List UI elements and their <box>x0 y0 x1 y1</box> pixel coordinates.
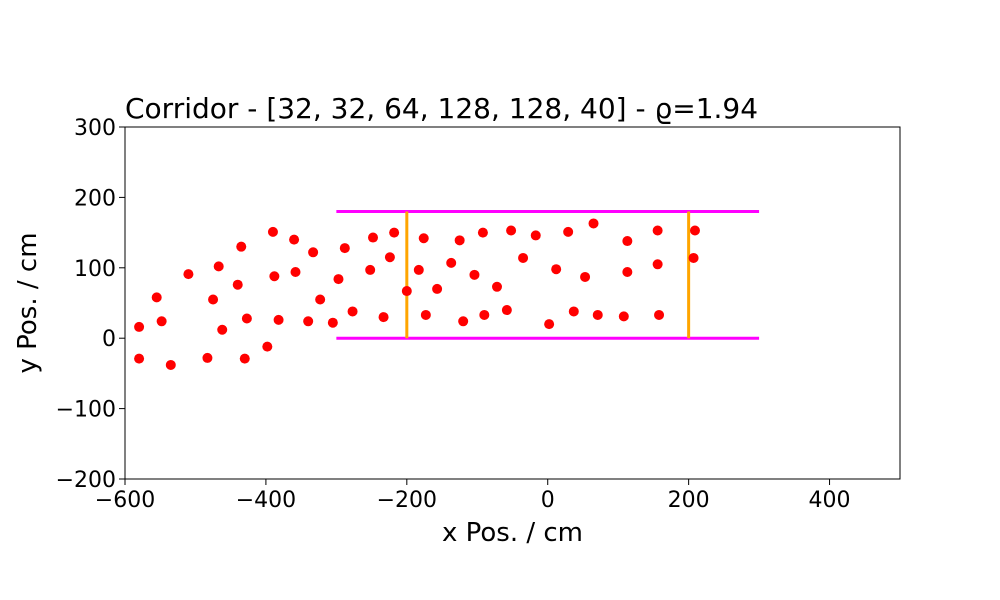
data-point <box>217 325 227 335</box>
data-point <box>389 228 399 238</box>
data-point <box>502 305 512 315</box>
x-tick-label: −400 <box>236 488 296 513</box>
x-tick-label: −200 <box>377 488 437 513</box>
data-point <box>315 294 325 304</box>
data-point <box>654 310 664 320</box>
data-point <box>233 280 243 290</box>
data-point <box>152 292 162 302</box>
data-point <box>269 271 279 281</box>
data-point <box>202 353 212 363</box>
data-point <box>446 258 456 268</box>
data-point <box>166 360 176 370</box>
data-point <box>365 265 375 275</box>
data-point <box>689 253 699 263</box>
y-tick-label: −200 <box>56 468 116 493</box>
y-tick-label: −100 <box>56 398 116 423</box>
data-point <box>348 306 358 316</box>
data-point <box>492 282 502 292</box>
y-tick-label: 0 <box>102 327 116 352</box>
data-point <box>622 267 632 277</box>
data-point <box>340 243 350 253</box>
data-point <box>419 233 429 243</box>
data-point <box>622 236 632 246</box>
data-point <box>551 264 561 274</box>
data-point <box>183 269 193 279</box>
data-point <box>469 270 479 280</box>
y-axis-title: y Pos. / cm <box>13 232 43 373</box>
x-tick-label: 0 <box>541 488 555 513</box>
data-point <box>368 233 378 243</box>
y-tick-label: 300 <box>74 116 116 141</box>
y-tick-label: 100 <box>74 257 116 282</box>
x-tick-label: 200 <box>668 488 710 513</box>
data-point <box>414 265 424 275</box>
data-point <box>214 261 224 271</box>
data-point <box>653 225 663 235</box>
data-point <box>303 316 313 326</box>
x-axis-title: x Pos. / cm <box>442 518 583 548</box>
data-point <box>455 235 465 245</box>
data-point <box>589 218 599 228</box>
data-point <box>157 316 167 326</box>
data-point <box>268 227 278 237</box>
data-point <box>242 313 252 323</box>
plot-area <box>134 211 759 369</box>
y-tick-label: 200 <box>74 186 116 211</box>
data-point <box>291 267 301 277</box>
data-point <box>563 227 573 237</box>
data-point <box>458 316 468 326</box>
data-point <box>518 253 528 263</box>
data-point <box>653 259 663 269</box>
data-point <box>619 311 629 321</box>
data-point <box>134 354 144 364</box>
data-point <box>569 306 579 316</box>
data-point <box>544 319 554 329</box>
data-point <box>308 247 318 257</box>
data-point <box>274 315 284 325</box>
data-point <box>478 228 488 238</box>
data-point <box>421 310 431 320</box>
data-point <box>333 274 343 284</box>
data-point <box>240 354 250 364</box>
data-point <box>479 310 489 320</box>
data-point <box>134 322 144 332</box>
data-point <box>236 242 246 252</box>
data-point <box>506 225 516 235</box>
data-point <box>262 342 272 352</box>
data-point <box>208 294 218 304</box>
data-point <box>289 235 299 245</box>
data-point <box>385 252 395 262</box>
data-point <box>690 225 700 235</box>
x-tick-label: 400 <box>809 488 851 513</box>
chart-title: Corridor - [32, 32, 64, 128, 128, 40] - … <box>125 92 758 125</box>
data-point <box>328 318 338 328</box>
data-point <box>531 230 541 240</box>
data-point <box>580 272 590 282</box>
data-point <box>379 312 389 322</box>
plot-frame <box>125 127 900 479</box>
data-point <box>593 310 603 320</box>
data-point <box>432 284 442 294</box>
data-point <box>402 286 412 296</box>
